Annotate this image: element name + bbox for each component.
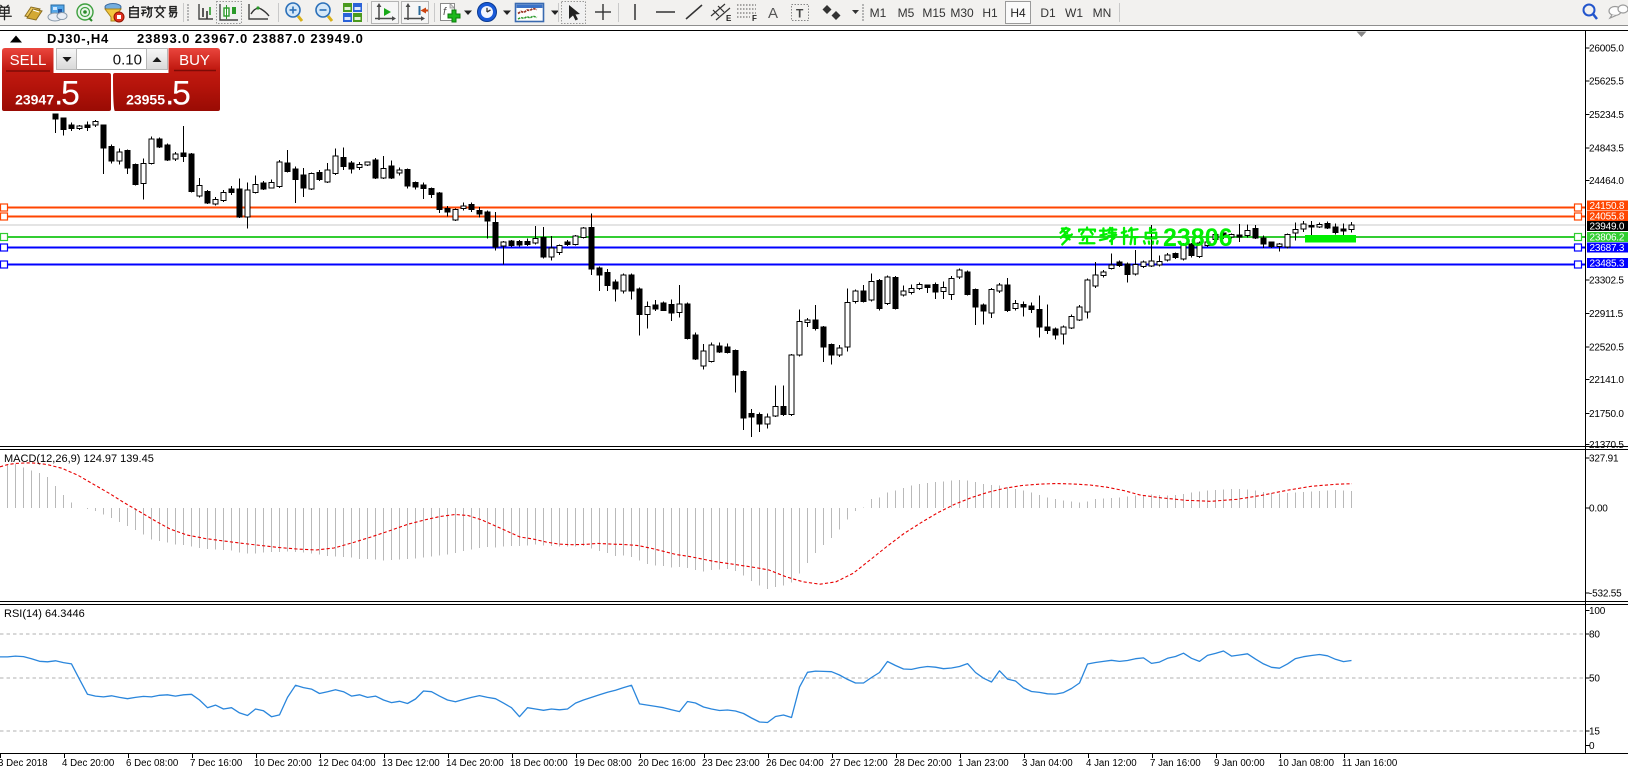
svg-text:12 Dec 04:00: 12 Dec 04:00	[318, 758, 376, 769]
svg-text:21370.5: 21370.5	[1589, 440, 1624, 451]
svg-text:20 Dec 16:00: 20 Dec 16:00	[638, 758, 696, 769]
svg-text:13 Dec 12:00: 13 Dec 12:00	[382, 758, 440, 769]
svg-text:M15: M15	[922, 6, 946, 20]
svg-text:H4: H4	[1010, 6, 1026, 20]
svg-text:E: E	[726, 14, 732, 23]
svg-text:0: 0	[1589, 741, 1595, 752]
svg-text:4 Jan 12:00: 4 Jan 12:00	[1086, 758, 1137, 769]
svg-text:M1: M1	[870, 6, 887, 20]
svg-text:23302.5: 23302.5	[1589, 276, 1624, 287]
svg-text:22520.5: 22520.5	[1589, 343, 1624, 354]
svg-text:23947: 23947	[15, 92, 54, 108]
svg-text:.5: .5	[165, 75, 190, 113]
svg-text:27 Dec 12:00: 27 Dec 12:00	[830, 758, 888, 769]
svg-text:24843.5: 24843.5	[1589, 143, 1624, 154]
svg-text:26005.0: 26005.0	[1589, 44, 1624, 55]
svg-text:RSI(14) 64.3446: RSI(14) 64.3446	[4, 608, 85, 620]
svg-text:25234.5: 25234.5	[1589, 110, 1624, 121]
svg-text:9 Jan 00:00: 9 Jan 00:00	[1214, 758, 1265, 769]
svg-text:26 Dec 04:00: 26 Dec 04:00	[766, 758, 824, 769]
svg-text:23806: 23806	[1163, 224, 1233, 252]
svg-text:23955: 23955	[126, 92, 165, 108]
svg-text:24150.8: 24150.8	[1590, 201, 1625, 212]
svg-text:23949.0: 23949.0	[1590, 222, 1625, 233]
svg-text:SELL: SELL	[10, 52, 47, 69]
svg-text:10 Jan 08:00: 10 Jan 08:00	[1278, 758, 1335, 769]
svg-text:23687.3: 23687.3	[1590, 243, 1625, 254]
svg-text:M5: M5	[898, 6, 915, 20]
svg-text:21750.0: 21750.0	[1589, 409, 1624, 420]
svg-text:6 Dec 08:00: 6 Dec 08:00	[126, 758, 179, 769]
svg-text:22911.5: 22911.5	[1589, 309, 1624, 320]
svg-text:DJ30-,H4: DJ30-,H4	[47, 31, 109, 46]
svg-text:24464.0: 24464.0	[1589, 176, 1624, 187]
svg-text:25625.5: 25625.5	[1589, 76, 1624, 87]
svg-text:18 Dec 00:00: 18 Dec 00:00	[510, 758, 568, 769]
svg-text:BUY: BUY	[179, 52, 210, 69]
svg-text:3 Dec 2018: 3 Dec 2018	[0, 758, 48, 769]
svg-text:H1: H1	[982, 6, 998, 20]
svg-text:100: 100	[1589, 606, 1606, 617]
svg-text:f: f	[443, 6, 447, 18]
svg-text:M30: M30	[950, 6, 974, 20]
svg-text:-532.55: -532.55	[1589, 589, 1622, 600]
svg-text:W1: W1	[1065, 6, 1083, 20]
svg-text:T: T	[796, 7, 804, 21]
svg-text:23 Dec 23:00: 23 Dec 23:00	[702, 758, 760, 769]
svg-text:23893.0 23967.0 23887.0 23949.: 23893.0 23967.0 23887.0 23949.0	[137, 31, 364, 46]
svg-text:23806.2: 23806.2	[1590, 233, 1625, 244]
svg-text:327.91: 327.91	[1589, 454, 1619, 465]
svg-text:3 Jan 04:00: 3 Jan 04:00	[1022, 758, 1073, 769]
svg-text:50: 50	[1589, 674, 1600, 685]
svg-text:10 Dec 20:00: 10 Dec 20:00	[254, 758, 312, 769]
svg-text:0.10: 0.10	[113, 52, 142, 69]
svg-text:7 Dec 16:00: 7 Dec 16:00	[190, 758, 243, 769]
svg-text:7 Jan 16:00: 7 Jan 16:00	[1150, 758, 1201, 769]
svg-text:A: A	[768, 5, 778, 22]
svg-text:1 Jan 23:00: 1 Jan 23:00	[958, 758, 1009, 769]
svg-text:23485.3: 23485.3	[1590, 259, 1625, 270]
svg-text:.5: .5	[54, 75, 79, 113]
svg-text:24055.8: 24055.8	[1590, 212, 1625, 223]
svg-text:14 Dec 20:00: 14 Dec 20:00	[446, 758, 504, 769]
svg-text:MN: MN	[1093, 6, 1112, 20]
svg-text:0.00: 0.00	[1589, 504, 1608, 515]
svg-text:80: 80	[1589, 630, 1600, 641]
svg-text:11 Jan 16:00: 11 Jan 16:00	[1342, 758, 1398, 769]
svg-text:D1: D1	[1040, 6, 1056, 20]
svg-text:4 Dec 20:00: 4 Dec 20:00	[62, 758, 115, 769]
svg-text:19 Dec 08:00: 19 Dec 08:00	[574, 758, 632, 769]
svg-text:F: F	[752, 14, 757, 23]
svg-text:15: 15	[1589, 727, 1600, 738]
svg-text:MACD(12,26,9) 124.97 139.45: MACD(12,26,9) 124.97 139.45	[4, 453, 154, 465]
svg-text:22141.0: 22141.0	[1589, 375, 1624, 386]
svg-text:28 Dec 20:00: 28 Dec 20:00	[894, 758, 952, 769]
